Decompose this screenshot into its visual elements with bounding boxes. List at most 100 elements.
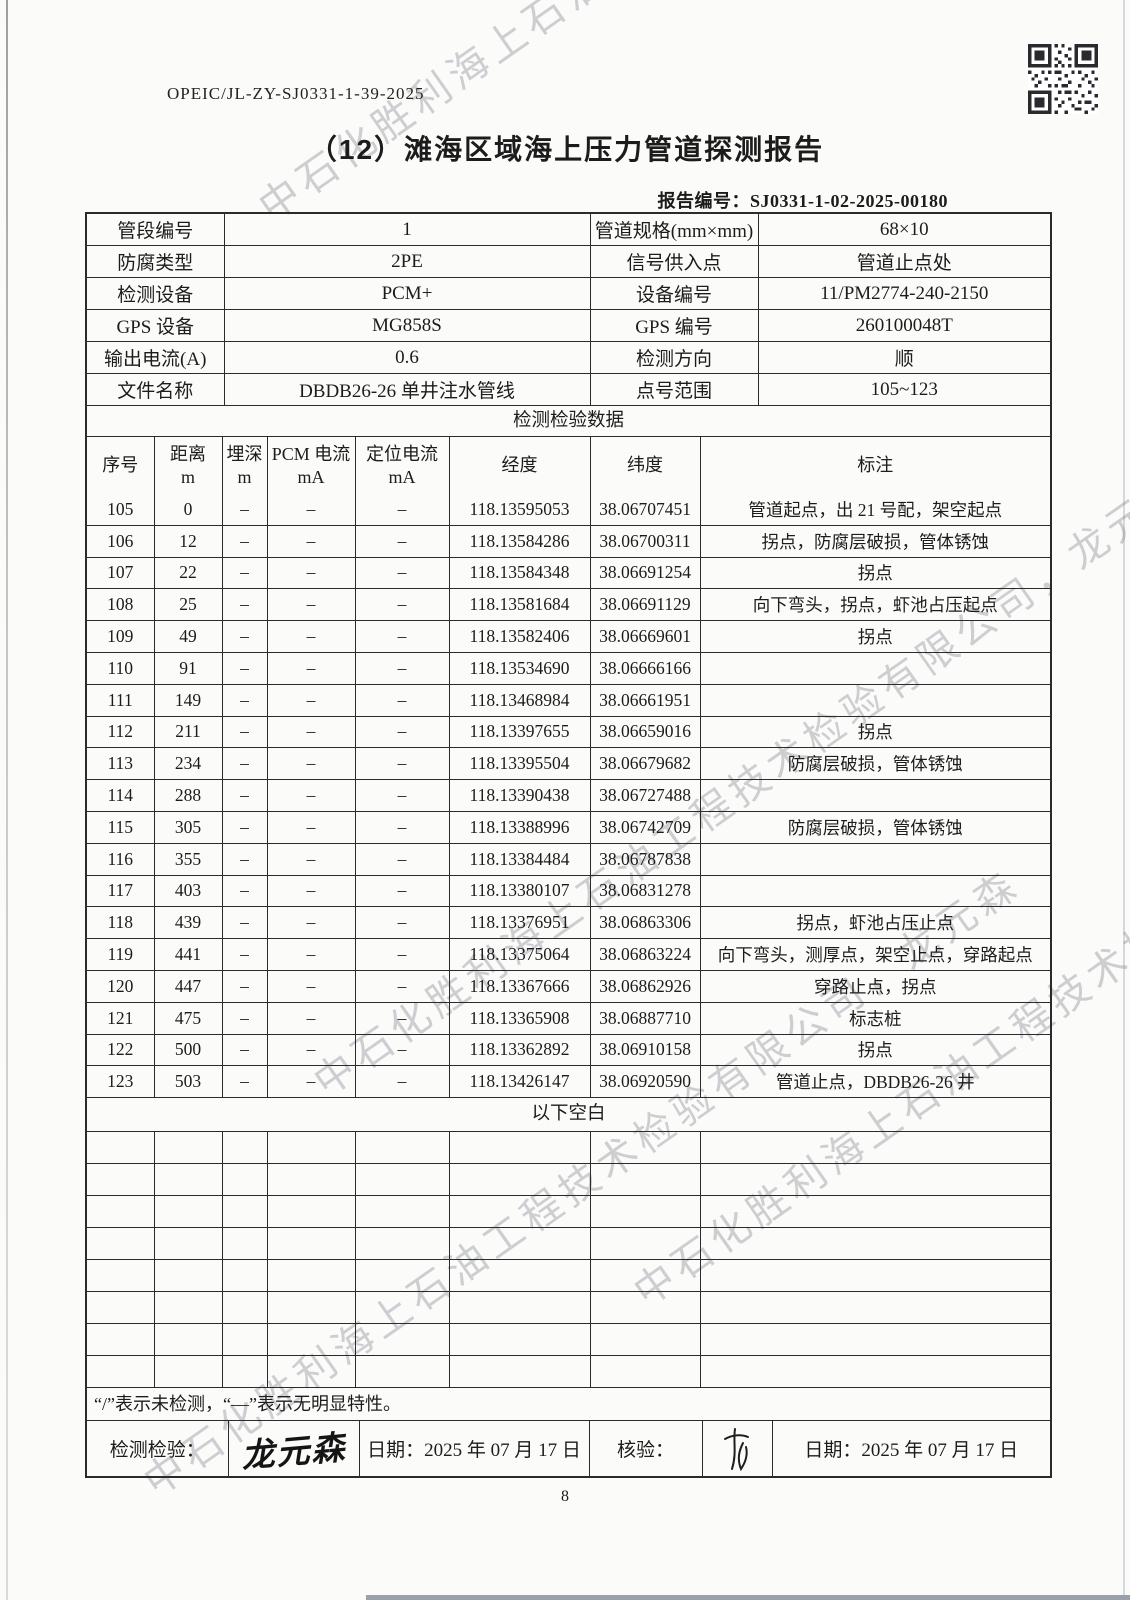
measurement-cell — [699, 651, 1050, 685]
empty-cell — [589, 1291, 701, 1325]
measurement-cell: 116 — [87, 842, 155, 876]
column-header: 定位电流 mA — [354, 437, 450, 494]
measurement-cell: 118.13581684 — [448, 588, 591, 622]
empty-cell — [699, 1291, 1050, 1325]
measurement-cell: 38.06910158 — [589, 1033, 701, 1067]
empty-cell — [448, 1195, 591, 1229]
measurement-cell: 0 — [153, 494, 223, 526]
info-label: 点号范围 — [589, 373, 759, 405]
empty-cell — [221, 1355, 268, 1388]
measurement-cell: – — [266, 683, 356, 717]
info-label: 防腐类型 — [87, 245, 225, 278]
empty-cell — [221, 1227, 268, 1261]
measurement-row: 119 441– – –118.13375064 38.06863224 向下弯头，测厚点… — [87, 938, 1050, 971]
measurement-cell: 119 — [87, 938, 155, 971]
measurement-cell: – — [221, 810, 268, 844]
empty-cell — [699, 1323, 1050, 1357]
column-header-unit: m — [237, 466, 252, 487]
measurement-cell: – — [354, 556, 450, 590]
measurement-cell: 38.06920590 — [589, 1065, 701, 1098]
measurement-cell: 122 — [87, 1033, 155, 1067]
empty-cell — [266, 1355, 356, 1388]
measurement-cell: 118.13584286 — [448, 524, 591, 558]
measurement-cell: 118.13426147 — [448, 1065, 591, 1098]
measurement-cell — [699, 683, 1050, 717]
empty-cell — [699, 1132, 1050, 1165]
measurement-cell: 115 — [87, 810, 155, 844]
empty-cell — [589, 1195, 701, 1229]
measurement-cell: 503 — [153, 1065, 223, 1098]
measurement-cell: – — [221, 1065, 268, 1098]
measurement-cell: 38.06691254 — [589, 556, 701, 590]
measurement-cell: 38.06863306 — [589, 906, 701, 940]
measurement-cell: 475 — [153, 1001, 223, 1035]
info-value: PCM+ — [223, 277, 591, 310]
empty-row — [87, 1163, 1050, 1197]
measurement-cell: – — [221, 1033, 268, 1067]
measurement-cell: 118.13365908 — [448, 1001, 591, 1035]
measurement-cell: 118.13468984 — [448, 683, 591, 717]
column-header-title: 经度 — [501, 455, 538, 476]
verifier-signature — [701, 1421, 773, 1477]
measurement-cell: 288 — [153, 779, 223, 812]
measurement-cell: – — [266, 620, 356, 653]
measurement-cell: 211 — [153, 715, 223, 749]
empty-cell — [448, 1132, 591, 1165]
inspector-label: 检测检验： — [87, 1421, 229, 1477]
measurement-header-row: 序号 距离 m 埋深 m PCM 电流 mA 定位电流 mA 经度 纬度 标注 — [87, 437, 1050, 494]
empty-cell — [589, 1163, 701, 1197]
measurement-cell: 305 — [153, 810, 223, 844]
measurement-cell: 25 — [153, 588, 223, 622]
measurement-cell: 管道止点，DBDB26-26 井 — [699, 1065, 1050, 1098]
measurement-row: 106 12– – –118.13584286 38.06700311 拐点，防腐层破损，… — [87, 524, 1050, 558]
measurement-row: 112 211– – –118.13397655 38.06659016 拐点 — [87, 715, 1050, 749]
column-header-title: 距离 — [170, 444, 206, 464]
measurement-cell: – — [354, 1001, 450, 1035]
measurement-cell: – — [266, 524, 356, 558]
measurement-row: 120 447– – –118.13367666 38.06862926 穿路止点，拐点 — [87, 969, 1050, 1003]
measurement-row: 105 0– – –118.13595053 38.06707451 管道起点，出 21 … — [87, 494, 1050, 526]
measurement-cell: 118.13397655 — [448, 715, 591, 749]
empty-cell — [87, 1132, 155, 1165]
measurement-cell: 234 — [153, 747, 223, 781]
info-label: 信号供入点 — [589, 245, 759, 278]
measurement-cell: 91 — [153, 651, 223, 685]
empty-row — [87, 1355, 1050, 1388]
measurement-cell: 106 — [87, 524, 155, 558]
measurement-cell: – — [266, 969, 356, 1003]
measurement-cell: – — [266, 747, 356, 781]
measurement-cell: 拐点，虾池占压止点 — [699, 906, 1050, 940]
measurement-cell — [699, 779, 1050, 812]
data-section-title: 检测检验数据 — [87, 405, 1050, 437]
measurement-cell: 403 — [153, 874, 223, 908]
empty-cell — [153, 1323, 223, 1357]
measurement-cell: – — [354, 842, 450, 876]
measurement-cell: 105 — [87, 494, 155, 526]
measurement-cell: 38.06669601 — [589, 620, 701, 653]
measurement-cell: 107 — [87, 556, 155, 590]
measurement-cell: 118.13376951 — [448, 906, 591, 940]
measurement-cell: 118 — [87, 906, 155, 940]
column-header-title: 序号 — [102, 455, 139, 476]
empty-cell — [266, 1132, 356, 1165]
info-value: MG858S — [223, 309, 591, 342]
page-title: （12）滩海区域海上压力管道探测报告 — [308, 134, 825, 165]
measurement-cell: 118.13584348 — [448, 556, 591, 590]
measurement-cell: – — [221, 842, 268, 876]
measurement-cell — [699, 874, 1050, 908]
measurement-cell: 500 — [153, 1033, 223, 1067]
empty-cell — [266, 1163, 356, 1197]
empty-cell — [699, 1227, 1050, 1261]
measurement-cell: 118.13384484 — [448, 842, 591, 876]
measurement-cell: – — [266, 810, 356, 844]
info-value: 260100048T — [757, 309, 1050, 342]
info-table: 管段编号 1 管道规格(mm×mm) 68×10 防腐类型 2PE 信号供入点 管道止点处 检测… — [87, 214, 1050, 405]
empty-cell — [354, 1355, 450, 1388]
empty-cell — [699, 1259, 1050, 1293]
measurement-cell: 109 — [87, 620, 155, 653]
empty-cell — [153, 1227, 223, 1261]
measurement-cell: 38.06862926 — [589, 969, 701, 1003]
measurement-cell: – — [354, 906, 450, 940]
empty-cell — [699, 1195, 1050, 1229]
report-number: 报告编号：SJ0331-1-02-2025-00180 — [658, 187, 949, 213]
